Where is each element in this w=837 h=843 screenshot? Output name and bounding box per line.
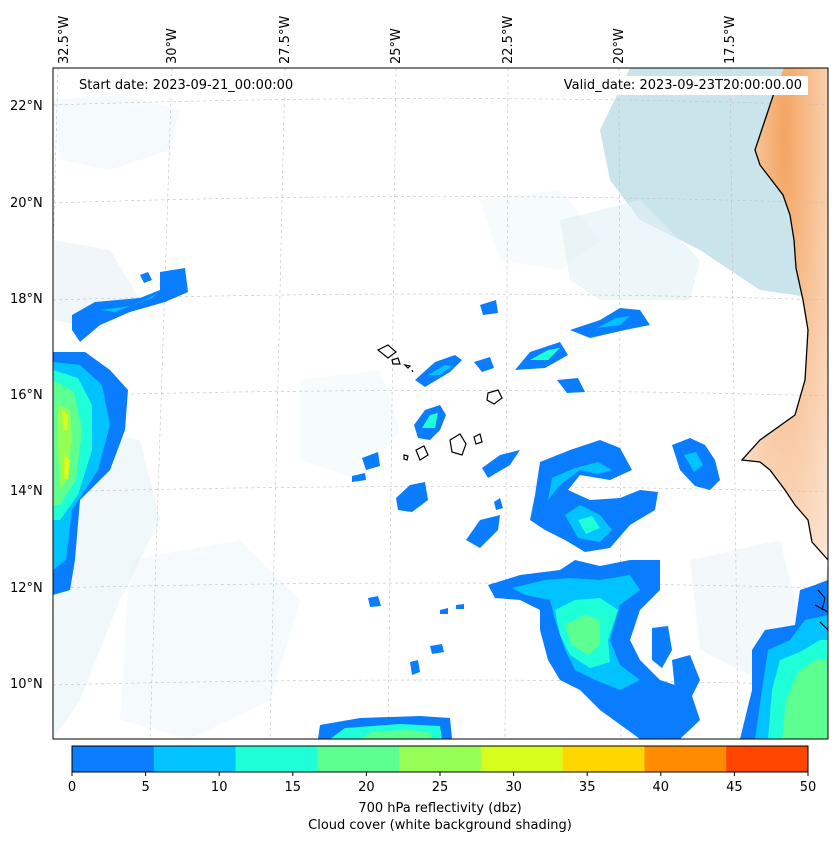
lat-label: 12°N bbox=[10, 581, 43, 596]
colorbar-segment bbox=[480, 746, 564, 772]
lon-label: 25°W bbox=[389, 28, 404, 64]
colorbar-segment bbox=[399, 746, 482, 772]
lat-label: 16°N bbox=[10, 388, 43, 403]
colorbar-segment bbox=[72, 746, 155, 772]
colorbar: 0 5 10 15 20 25 30 35 40 45 50 bbox=[68, 745, 817, 795]
map-plot-area bbox=[53, 68, 828, 739]
colorbar-tick-label: 50 bbox=[800, 780, 817, 795]
lat-label: 20°N bbox=[10, 196, 43, 211]
colorbar-tick-label: 0 bbox=[68, 780, 76, 795]
lon-label: 32.5°W bbox=[57, 16, 72, 64]
colorbar-tick-label: 5 bbox=[141, 780, 149, 795]
colorbar-segment bbox=[644, 746, 727, 772]
colorbar-tick-label: 25 bbox=[432, 780, 449, 795]
coast-islands-south bbox=[814, 589, 828, 631]
colorbar-segment bbox=[317, 746, 400, 772]
colorbar-tick-label: 45 bbox=[726, 780, 743, 795]
colorbar-tick-label: 40 bbox=[653, 780, 670, 795]
start-date-label: Start date: 2023-09-21_00:00:00 bbox=[73, 76, 300, 95]
lon-label: 20°W bbox=[612, 28, 627, 64]
reflectivity-echoes bbox=[53, 268, 828, 739]
land-africa bbox=[742, 68, 828, 739]
lon-label: 30°W bbox=[165, 28, 180, 64]
lon-label: 27.5°W bbox=[278, 16, 293, 64]
colorbar-tick-label: 35 bbox=[579, 780, 596, 795]
colorbar-segment bbox=[726, 746, 809, 772]
longitude-labels: 32.5°W 30°W 27.5°W 25°W 22.5°W 20°W 17.5… bbox=[57, 16, 738, 64]
colorbar-segment bbox=[153, 746, 237, 772]
cape-verde-islands bbox=[376, 344, 503, 461]
colorbar-tick-label: 15 bbox=[285, 780, 302, 795]
cloud-cover-shading bbox=[53, 68, 828, 739]
colorbar-tick-label: 30 bbox=[505, 780, 522, 795]
africa-coastline bbox=[740, 89, 828, 561]
lat-label: 14°N bbox=[10, 484, 43, 499]
lat-label: 10°N bbox=[10, 677, 43, 692]
colorbar-label: 700 hPa reflectivity (dbz) bbox=[358, 801, 522, 816]
colorbar-segment bbox=[235, 746, 318, 772]
valid-date-label: Valid_date: 2023-09-23T20:00:00.00 bbox=[557, 76, 808, 95]
colorbar-sublabel: Cloud cover (white background shading) bbox=[308, 818, 572, 833]
latitude-labels: 22°N 20°N 18°N 16°N 14°N 12°N 10°N bbox=[10, 99, 43, 692]
plot-frame bbox=[52, 67, 829, 740]
colorbar-tick-label: 10 bbox=[211, 780, 228, 795]
lat-label: 18°N bbox=[10, 292, 43, 307]
lat-label: 22°N bbox=[10, 99, 43, 114]
colorbar-tick-label: 20 bbox=[358, 780, 375, 795]
lon-label: 17.5°W bbox=[723, 16, 738, 64]
lon-label: 22.5°W bbox=[501, 16, 516, 64]
colorbar-segment bbox=[562, 746, 645, 772]
